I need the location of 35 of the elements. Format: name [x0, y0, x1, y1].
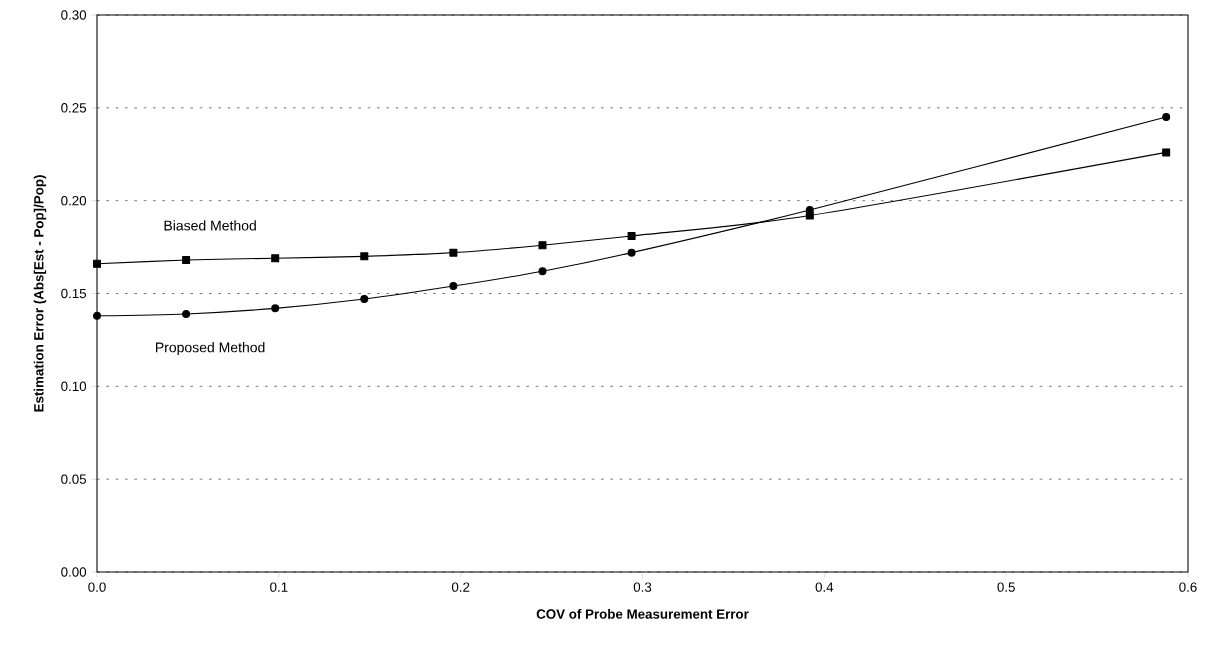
y-tick-label: 0.20: [61, 195, 87, 206]
point: [538, 267, 547, 276]
y-tick-label: 0.30: [61, 10, 87, 20]
point: [360, 295, 369, 304]
point: [360, 252, 369, 261]
point: [93, 259, 102, 268]
point: [449, 248, 458, 257]
y-tick-label: 0.10: [61, 381, 87, 392]
text: Biased Method: [164, 220, 256, 231]
series-label: Proposed Method: [156, 342, 265, 356]
x-tick-label: 0.5: [997, 582, 1015, 592]
point: [627, 248, 636, 257]
point: [271, 254, 280, 263]
y-tick-label: 0.25: [61, 103, 87, 113]
point: [1162, 148, 1171, 157]
x-tick-label: 0.1: [270, 582, 288, 592]
point: [449, 282, 458, 291]
y-axis-title: Estimation Error (Abs[Est - Pop]/Pop): [33, 175, 47, 412]
point: [93, 311, 102, 320]
x-tick-label: 0.3: [633, 582, 652, 592]
point: [627, 231, 636, 240]
x-tick-label: 0.2: [451, 582, 470, 592]
y-tick-label: 0.15: [61, 288, 87, 299]
y-tick-label: 0.05: [61, 474, 87, 484]
x-axis-title: COV of Probe Measurement Error: [536, 608, 749, 619]
x-tick-label: 0.4: [815, 582, 834, 592]
x-tick-label: 0.0: [88, 582, 106, 592]
point: [271, 304, 280, 313]
x-tick-label: 0.6: [1179, 582, 1197, 592]
y-tick-label: 0.00: [61, 567, 87, 577]
point: [182, 256, 191, 265]
point: [1162, 113, 1171, 122]
point: [805, 205, 814, 214]
point: [538, 241, 547, 250]
point: [182, 309, 191, 318]
